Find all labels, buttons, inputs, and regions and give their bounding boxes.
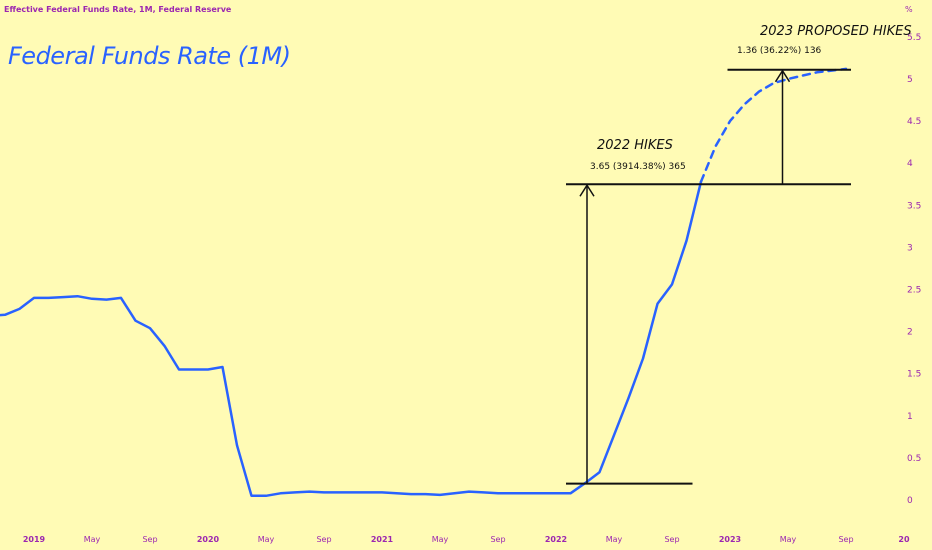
y-tick-label: 1 (907, 412, 913, 422)
y-axis: 0 0.5 1 1.5 2 2.5 3 3.5 4 4.5 5 5.5 (907, 33, 921, 506)
y-tick-label: 1.5 (907, 370, 921, 380)
y-tick-label: 5 (907, 75, 913, 85)
y-tick-label: 4.5 (907, 117, 921, 127)
annotation-2022-title: 2022 HIKES (597, 138, 673, 153)
x-tick-label: Sep (664, 535, 679, 544)
x-tick-label: May (84, 535, 101, 544)
annotation-2023-subtitle: 1.36 (36.22%) 136 (737, 46, 822, 56)
source-label: Effective Federal Funds Rate, 1M, Federa… (4, 5, 232, 14)
x-tick-label: 2020 (197, 535, 220, 544)
x-tick-label: 2023 (719, 535, 741, 544)
x-tick-label: 2019 (23, 535, 46, 544)
y-tick-label: 5.5 (907, 33, 921, 43)
x-tick-label: 2022 (545, 535, 567, 544)
rate-line (0, 180, 703, 498)
y-tick-label: 2.5 (907, 286, 921, 296)
chart-title: Federal Funds Rate (1M) (8, 42, 291, 70)
x-tick-label: Sep (316, 535, 331, 544)
annotation-2022-arrow-head (579, 183, 595, 197)
projected-rate-line (699, 67, 848, 183)
annotation-layer (566, 68, 851, 485)
x-tick-label: Sep (838, 535, 853, 544)
x-tick-label: May (258, 535, 275, 544)
y-tick-label: 4 (907, 159, 913, 169)
y-tick-label: 3.5 (907, 201, 921, 211)
x-tick-label: Sep (142, 535, 157, 544)
x-tick-label: May (606, 535, 623, 544)
x-tick-label: May (432, 535, 449, 544)
y-tick-label: 0.5 (907, 454, 921, 464)
y-tick-label: 3 (907, 243, 913, 253)
x-tick-label: 20 (898, 535, 910, 544)
y-tick-label: 0 (907, 496, 913, 506)
y-tick-label: 2 (907, 328, 913, 338)
series-layer (0, 67, 848, 498)
x-tick-label: Sep (490, 535, 505, 544)
x-tick-label: 2021 (371, 535, 394, 544)
annotation-2022-subtitle: 3.65 (3914.38%) 365 (590, 162, 686, 172)
x-tick-label: May (780, 535, 797, 544)
annotation-2023-title: 2023 PROPOSED HIKES (760, 24, 912, 39)
annotation-2023-arrow-head (774, 69, 791, 83)
x-axis: 2019 May Sep 2020 May Sep 2021 May Sep 2022 May Sep… (23, 535, 910, 544)
y-axis-unit: % (905, 5, 913, 14)
